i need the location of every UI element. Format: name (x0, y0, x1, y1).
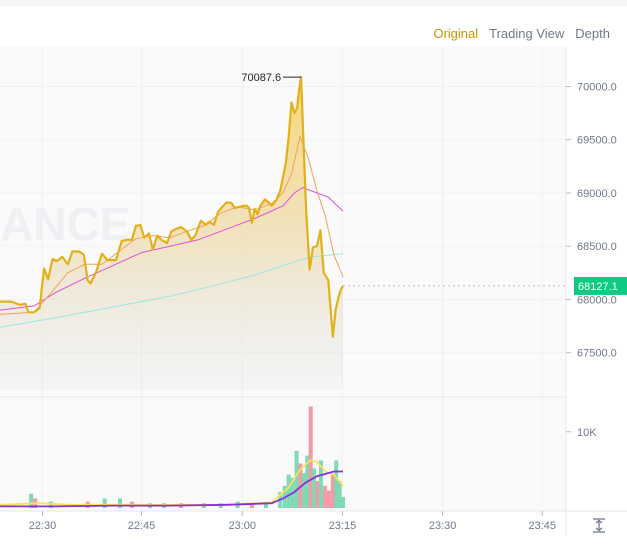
max-price-label: 70087.6 (241, 72, 281, 84)
last-price-marker: 68127.1 (342, 276, 627, 295)
annotations: 70087.6 (241, 72, 302, 84)
x-tick-label: 23:30 (429, 520, 457, 532)
watermark: ANCE (0, 198, 130, 250)
volume-bar (326, 490, 331, 508)
volume-bar (29, 493, 34, 508)
view-tabs: Original Trading View Depth (433, 26, 610, 41)
x-tick-label: 22:45 (128, 520, 156, 532)
volume-bar (315, 481, 320, 508)
volume-bar (318, 460, 323, 508)
volume-bar (286, 474, 291, 508)
x-tick-label: 22:30 (29, 520, 57, 532)
x-tick-label: 23:15 (329, 520, 357, 532)
ma-magenta-line (0, 187, 344, 311)
tab-original[interactable]: Original (433, 26, 479, 41)
x-tick-label: 23:00 (228, 520, 256, 532)
volume-bar (102, 498, 107, 508)
ma-cyan-line (0, 253, 344, 328)
volume-moving-averages (0, 459, 344, 508)
tab-depth[interactable]: Depth (575, 26, 610, 41)
time-axis: 22:30 22:45 23:00 23:15 23:30 23:45 (29, 511, 556, 532)
volume-bar (341, 496, 345, 508)
price-axis: 67500.0 68000.0 68500.0 69000.0 69500.0 70000… (566, 81, 617, 439)
volume-bar (322, 485, 327, 508)
volume-bar (337, 481, 342, 508)
last-price-box (574, 276, 627, 295)
volume-bar (118, 498, 122, 508)
volume-bar (249, 503, 254, 508)
volume-bar (308, 406, 313, 508)
volume-bar (294, 450, 299, 508)
volume-ma-purple-line (0, 470, 343, 508)
volume-bar (48, 501, 53, 508)
volume-bar (330, 474, 335, 508)
volume-bar (301, 473, 306, 508)
moving-averages (0, 134, 344, 328)
volume-ma-yellow-line (0, 459, 344, 506)
price-series (0, 75, 344, 338)
volume-bar (312, 468, 317, 508)
reset-zoom-icon[interactable] (593, 518, 605, 533)
tab-trading-view[interactable]: Trading View (489, 26, 565, 41)
y-tick-label: 67500.0 (577, 348, 617, 360)
volume-tick-label: 10K (577, 427, 597, 439)
y-tick-label: 69000.0 (577, 188, 617, 200)
last-price-label: 68127.1 (578, 281, 618, 293)
price-line (0, 75, 344, 338)
volume-bar (334, 460, 339, 508)
chart-header: Original Trading View Depth (0, 0, 627, 46)
volume-bar (264, 503, 268, 508)
y-tick-label: 70000.0 (577, 81, 617, 93)
ma-orange-line (0, 134, 344, 315)
y-tick-label: 68500.0 (577, 241, 617, 253)
y-tick-label: 69500.0 (577, 135, 617, 147)
x-tick-label: 23:45 (528, 520, 556, 532)
y-tick-label: 68000.0 (577, 294, 617, 306)
